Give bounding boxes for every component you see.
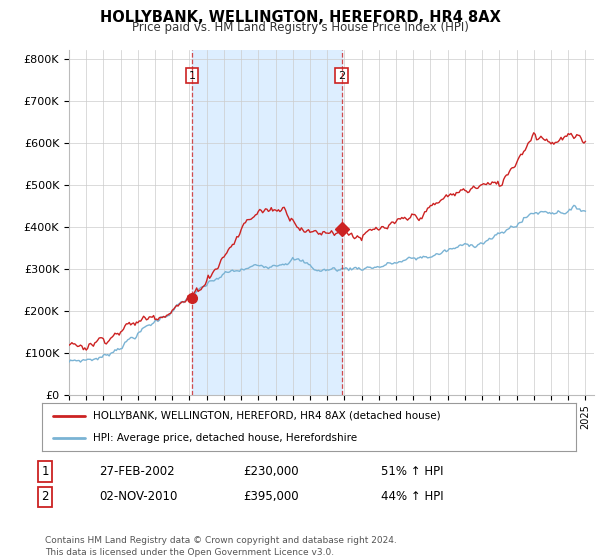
Text: 1: 1 [41,465,49,478]
Text: £395,000: £395,000 [243,490,299,503]
Text: 51% ↑ HPI: 51% ↑ HPI [381,465,443,478]
Text: HPI: Average price, detached house, Herefordshire: HPI: Average price, detached house, Here… [93,433,357,444]
Text: 44% ↑ HPI: 44% ↑ HPI [381,490,443,503]
Text: £230,000: £230,000 [243,465,299,478]
Text: 2: 2 [338,71,345,81]
Text: 1: 1 [188,71,196,81]
Bar [192,50,341,395]
Text: Contains HM Land Registry data © Crown copyright and database right 2024.
This d: Contains HM Land Registry data © Crown c… [45,536,397,557]
Text: HOLLYBANK, WELLINGTON, HEREFORD, HR4 8AX: HOLLYBANK, WELLINGTON, HEREFORD, HR4 8AX [100,10,500,25]
Text: 02-NOV-2010: 02-NOV-2010 [99,490,178,503]
Text: Price paid vs. HM Land Registry's House Price Index (HPI): Price paid vs. HM Land Registry's House … [131,21,469,34]
Text: 27-FEB-2002: 27-FEB-2002 [99,465,175,478]
Text: HOLLYBANK, WELLINGTON, HEREFORD, HR4 8AX (detached house): HOLLYBANK, WELLINGTON, HEREFORD, HR4 8AX… [93,410,440,421]
Text: 2: 2 [41,490,49,503]
